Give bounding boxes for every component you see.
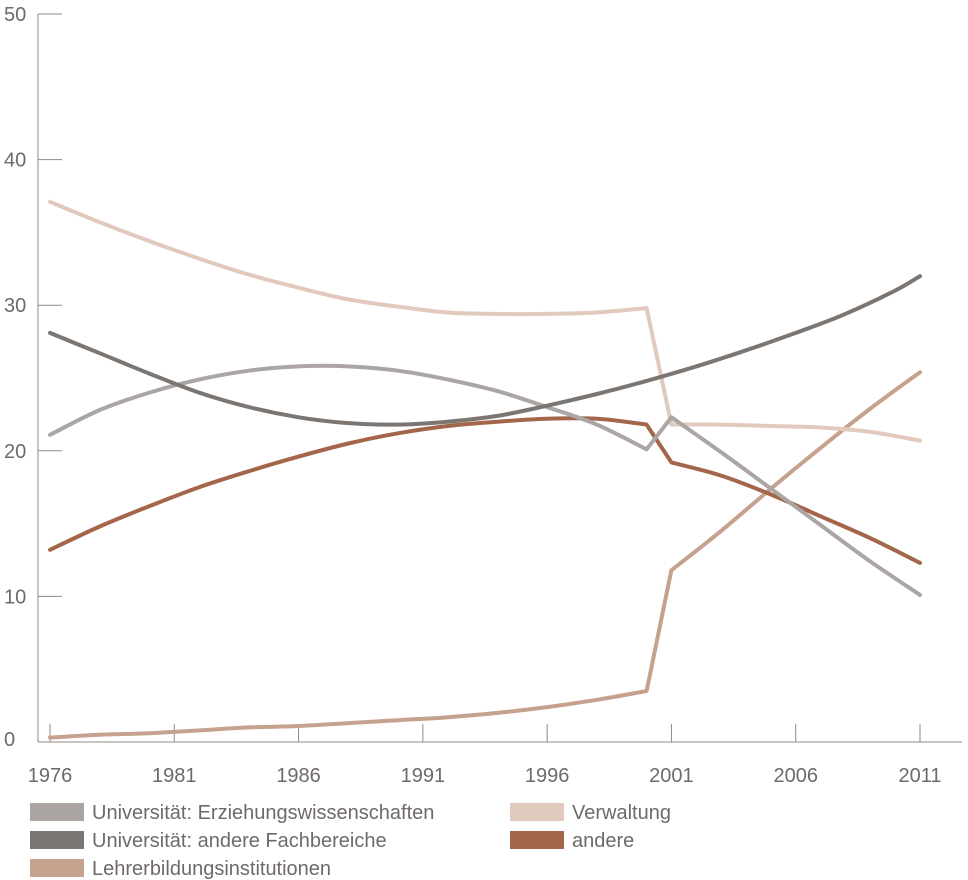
x-tick-label: 1991 (401, 765, 446, 787)
legend-swatch-1 (30, 831, 84, 849)
x-tick-label: 1976 (28, 765, 73, 787)
legend: Universität: Erziehungswissenschaften Uni… (30, 802, 671, 880)
x-tick-label: 2001 (649, 765, 694, 787)
y-tick-label: 0 (4, 729, 15, 751)
y-tick-label: 40 (4, 150, 26, 172)
x-tick-label: 1986 (276, 765, 321, 787)
x-tick-label: 2006 (773, 765, 818, 787)
legend-label-2: Lehrerbildungsinstitutionen (92, 858, 331, 880)
legend-swatch-2 (30, 859, 84, 877)
x-tick-label: 1996 (525, 765, 570, 787)
series-line-4 (50, 418, 920, 563)
legend-label-1: Universität: andere Fachbereiche (92, 830, 387, 852)
series-line-1 (50, 276, 920, 425)
legend-swatch-0 (30, 803, 84, 821)
y-tick-label: 30 (4, 295, 26, 317)
legend-label-0: Universität: Erziehungswissenschaften (92, 802, 434, 824)
legend-label-3: Verwaltung (572, 802, 671, 824)
series-line-0 (50, 366, 920, 595)
x-tick-label: 2011 (898, 765, 941, 787)
series-layer (50, 202, 920, 738)
legend-label-4: andere (572, 830, 634, 852)
y-tick-label: 50 (4, 4, 26, 26)
y-tick-label: 20 (4, 441, 26, 463)
series-line-3 (50, 202, 920, 441)
legend-swatch-3 (510, 803, 564, 821)
y-tick-label: 10 (4, 586, 26, 608)
axes: 0 10 20 30 40 50 1976 1981 1986 1991 1996 2001 2006 2… (4, 4, 962, 787)
legend-swatch-4 (510, 831, 564, 849)
x-tick-label: 1981 (152, 765, 197, 787)
